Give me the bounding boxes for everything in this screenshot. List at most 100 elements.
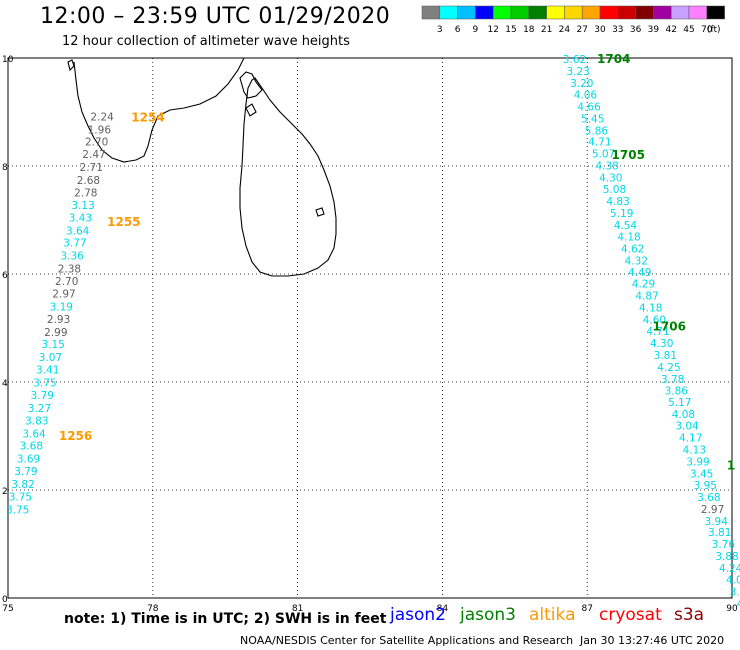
wave-height-value: 3.68 bbox=[20, 441, 43, 453]
wave-height-value: 3.5 bbox=[730, 587, 740, 599]
lon-tick-label: 84 bbox=[437, 604, 449, 614]
legend-label: 12 bbox=[487, 25, 498, 35]
page-subtitle: 12 hour collection of altimeter wave hei… bbox=[62, 34, 350, 49]
color-legend: 3 6 9 12 15 18 21 24 27 30 33 36 39 42 45 70(ft) bbox=[421, 5, 725, 35]
pass-time-label: 1705 bbox=[612, 148, 645, 162]
wave-height-value: 3.79 bbox=[31, 390, 54, 402]
legend-label: 18 bbox=[523, 25, 535, 35]
wave-height-value: 3.99 bbox=[686, 456, 709, 468]
wave-height-value: 4.08 bbox=[672, 409, 695, 421]
wave-height-value: 3.94 bbox=[705, 516, 729, 528]
wave-height-value: 4.18 bbox=[617, 232, 640, 244]
lon-tick-label: 87 bbox=[581, 604, 592, 614]
wave-height-value: 4.30 bbox=[599, 172, 622, 184]
wave-height-value: 3.64 bbox=[22, 428, 46, 440]
wave-height-value: 4.38 bbox=[595, 160, 618, 172]
wave-height-value: 4.0 bbox=[726, 575, 740, 587]
wave-height-value: 3.75 bbox=[33, 378, 56, 390]
wave-height-value: 3.43 bbox=[69, 212, 92, 224]
wave-height-value: 1.96 bbox=[88, 124, 112, 136]
wave-height-value: 3.81 bbox=[654, 350, 677, 362]
wave-height-value: 3.83 bbox=[25, 415, 48, 427]
satellite-jason3: jason3 bbox=[460, 605, 516, 625]
wave-height-value: 4.25 bbox=[657, 362, 680, 374]
wave-height-value: 5.86 bbox=[585, 125, 609, 137]
legend-label: 21 bbox=[541, 25, 552, 35]
wave-height-value: 3.07 bbox=[39, 352, 62, 364]
satellite-altika: altika bbox=[529, 605, 576, 625]
credit-line: NOAA/NESDIS Center for Satellite Applica… bbox=[240, 634, 574, 647]
pass-time-label: 1 bbox=[727, 459, 735, 473]
wave-height-value: 2.93 bbox=[47, 314, 70, 326]
wave-height-value: 4.06 bbox=[574, 90, 598, 102]
pass-time-label: 1255 bbox=[107, 215, 140, 229]
pass-time-label: 1256 bbox=[59, 429, 92, 443]
wave-height-value: 3.36 bbox=[60, 251, 84, 263]
legend-label: 24 bbox=[559, 25, 571, 35]
lat-tick-label: 2 bbox=[2, 487, 8, 497]
satellite-cryosat: cryosat bbox=[599, 605, 662, 625]
legend-label: 27 bbox=[576, 25, 587, 35]
wave-height-value: 3.23 bbox=[566, 66, 589, 78]
wave-height-value: 4.54 bbox=[614, 220, 638, 232]
wave-height-value: 5.19 bbox=[610, 208, 633, 220]
wave-height-value: 5.07 bbox=[592, 149, 615, 161]
legend-label: 30 bbox=[594, 25, 606, 35]
legend-swatch bbox=[706, 5, 725, 20]
wave-height-value: 4.71 bbox=[588, 137, 611, 149]
jaffna-coast bbox=[239, 71, 263, 99]
wave-height-value: 2.97 bbox=[701, 504, 724, 516]
legend-label: 6 bbox=[455, 25, 461, 35]
grid-lines bbox=[8, 58, 732, 598]
wave-height-value: 3.04 bbox=[675, 421, 699, 433]
lon-tick-label: 75 bbox=[2, 604, 13, 614]
lon-tick-label: 90 bbox=[726, 604, 738, 614]
wave-height-value: 3.45 bbox=[690, 468, 713, 480]
wave-height-value: 2.71 bbox=[80, 162, 103, 174]
wave-height-value: 4.30 bbox=[650, 338, 673, 350]
wave-height-tracks: 2.241.962.702.472.712.682.783.133.433.64… bbox=[6, 54, 740, 610]
lat-tick-label: 4 bbox=[2, 379, 8, 389]
lon-tick-label: 78 bbox=[147, 604, 159, 614]
lat-tick-label: 10 bbox=[2, 55, 14, 65]
satellite-s3a: s3a bbox=[674, 605, 705, 625]
wave-height-value: 2.47 bbox=[82, 149, 105, 161]
island-2 bbox=[67, 59, 75, 72]
legend-unit: (ft) bbox=[707, 25, 721, 35]
wave-height-value: 3.75 bbox=[6, 504, 29, 516]
wave-height-value: 3.77 bbox=[63, 238, 86, 250]
wave-height-value: 4.71 bbox=[646, 326, 669, 338]
wave-height-value: 2.70 bbox=[85, 137, 108, 149]
wave-height-value: 4.60 bbox=[643, 314, 666, 326]
page-title: 12:00 – 23:59 UTC 01/29/2020 bbox=[40, 4, 391, 29]
wave-height-value: 2.99 bbox=[44, 327, 67, 339]
wave-height-value: 3.79 bbox=[14, 466, 37, 478]
lat-tick-label: 8 bbox=[2, 163, 8, 173]
lat-tick-label: 0 bbox=[2, 595, 8, 605]
footer-note: note: 1) Time is in UTC; 2) SWH is in fe… bbox=[64, 611, 387, 627]
island-1 bbox=[245, 103, 257, 117]
wave-height-value: 3.62 bbox=[563, 54, 586, 66]
legend-label: 3 bbox=[437, 25, 443, 35]
island-3 bbox=[315, 207, 325, 217]
legend-label: 33 bbox=[612, 25, 623, 35]
wave-height-value: 3.76 bbox=[712, 539, 736, 551]
legend-label: 36 bbox=[630, 25, 642, 35]
lon-tick-label: 81 bbox=[292, 604, 303, 614]
wave-height-value: 3.15 bbox=[41, 339, 64, 351]
wave-height-value: 2.24 bbox=[90, 111, 114, 123]
coastline bbox=[67, 57, 337, 277]
wave-height-value: 5.08 bbox=[603, 184, 626, 196]
sri-lanka-coast bbox=[239, 77, 337, 277]
wave-height-value: 3.82 bbox=[11, 479, 34, 491]
time-labels: 1254 1255 1256 1704 1705 1706 1 bbox=[59, 52, 735, 473]
wave-height-value: 4.49 bbox=[628, 267, 651, 279]
wave-height-value: 5.45 bbox=[581, 113, 604, 125]
wave-height-value: 4. bbox=[737, 598, 740, 610]
legend-label: 70 bbox=[701, 25, 713, 35]
wave-height-value: 4.24 bbox=[719, 563, 740, 575]
wave-height-value: 3.86 bbox=[665, 386, 689, 398]
wave-height-value: 2.70 bbox=[55, 276, 78, 288]
wave-height-value: 3.75 bbox=[9, 491, 32, 503]
wave-height-value: 4.29 bbox=[632, 279, 655, 291]
